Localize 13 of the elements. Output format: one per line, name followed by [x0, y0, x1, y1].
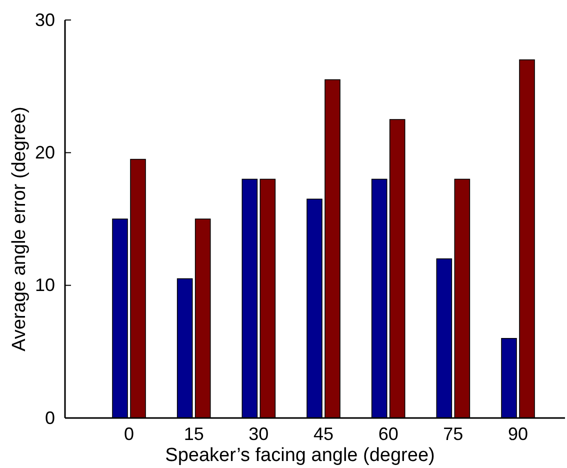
y-tick-label: 20 [34, 142, 55, 162]
x-tick-label: 60 [378, 424, 398, 444]
y-tick-label: 30 [34, 10, 55, 30]
x-tick-label: 45 [313, 424, 334, 444]
x-tick-label: 15 [184, 424, 204, 444]
y-tick-label: 0 [44, 408, 55, 428]
y-axis-title: Average angle error (degree) [9, 106, 30, 352]
x-tick-label: 0 [124, 424, 134, 444]
x-tick-label: 75 [443, 424, 464, 444]
x-tick-label: 90 [508, 424, 528, 444]
x-axis-title: Speaker’s facing angle (degree) [165, 445, 435, 466]
y-tick-label: 10 [34, 275, 55, 296]
x-tick-label: 30 [248, 424, 269, 444]
